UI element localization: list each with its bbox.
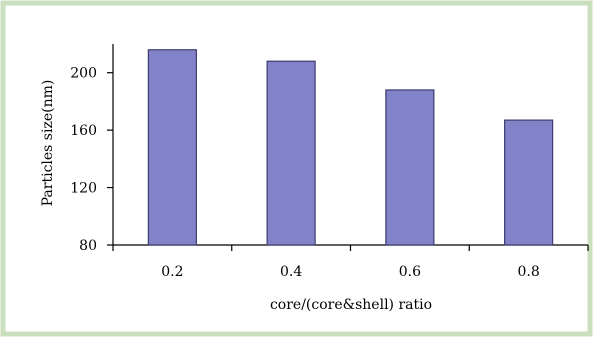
- y-axis-title: Particles size(nm): [40, 80, 56, 207]
- y-tick-label: 200: [70, 66, 97, 82]
- y-tick-label: 160: [70, 123, 97, 139]
- x-axis: [112, 244, 589, 251]
- bar-0.2: [147, 49, 197, 246]
- bar-0.8: [504, 119, 554, 246]
- x-tick-label: 0.6: [399, 264, 421, 280]
- bars: [147, 49, 554, 246]
- x-tick-label: 0.4: [280, 264, 302, 280]
- y-tick-labels: 80 120 160 200: [70, 66, 97, 254]
- y-tick-label: 80: [79, 238, 97, 254]
- x-tick-label: 0.2: [161, 264, 183, 280]
- x-tick-labels: 0.2 0.4 0.6 0.8: [161, 264, 540, 280]
- bar-0.6: [385, 89, 435, 246]
- x-axis-title: core/(core&shell) ratio: [270, 297, 432, 313]
- y-tick-label: 120: [70, 181, 97, 197]
- bar-0.4: [266, 60, 316, 246]
- y-axis: [107, 44, 114, 246]
- x-tick-label: 0.8: [517, 264, 539, 280]
